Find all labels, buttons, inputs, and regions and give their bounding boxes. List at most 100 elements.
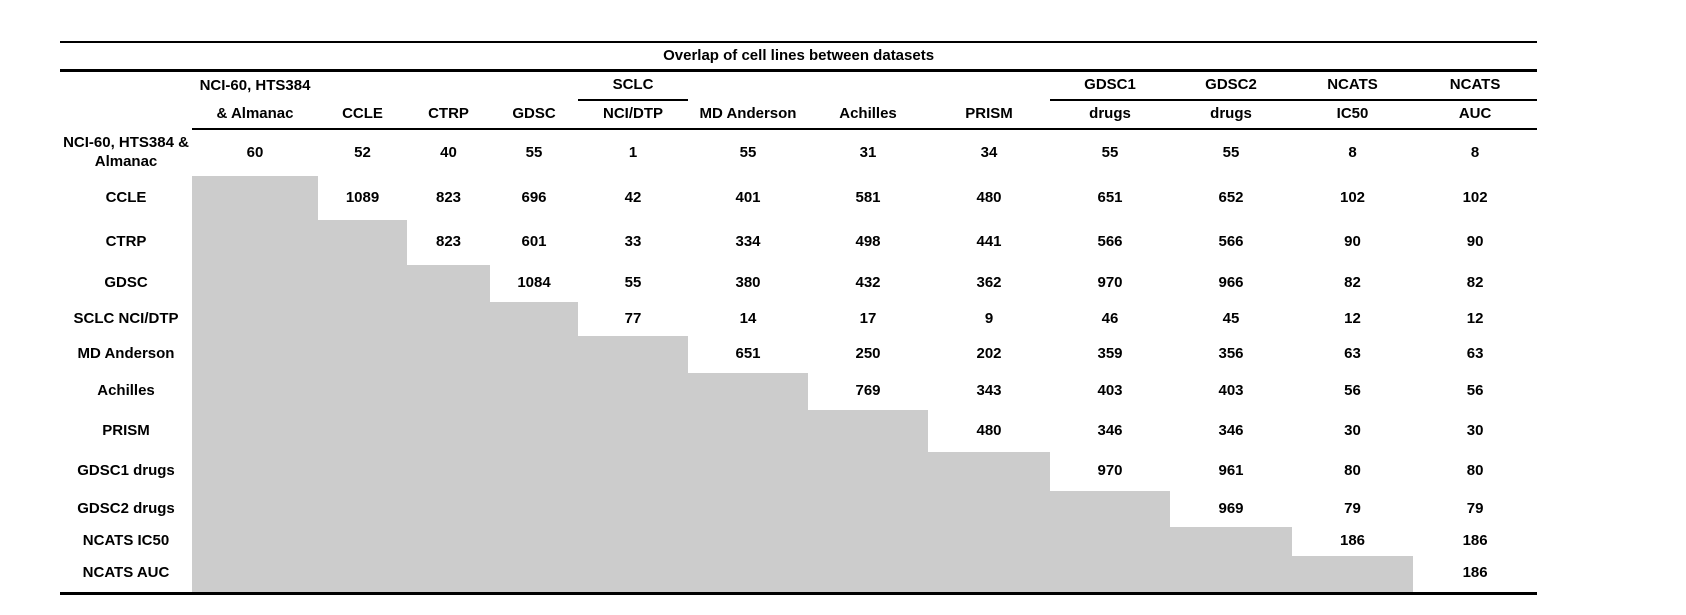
table-cell: 334 [735, 233, 761, 251]
masked-cell [928, 556, 1050, 595]
table-cell: 966 [1218, 274, 1244, 292]
table-cell: 581 [855, 188, 881, 206]
masked-cell [318, 410, 407, 452]
column-header: MD Anderson [688, 100, 808, 130]
table-cell: 346 [1097, 421, 1123, 439]
masked-cell [318, 491, 407, 527]
table-cell: 769 [855, 382, 881, 400]
table-cell: 90 [1466, 233, 1484, 251]
table-row: NCATS IC50 186 186 [60, 527, 1537, 556]
column-header: SCLC [578, 70, 688, 101]
column-header: GDSC2 [1170, 70, 1292, 101]
table-cell: 480 [976, 421, 1002, 439]
table-cell: 79 [1344, 499, 1361, 517]
column-header: IC50 [1292, 100, 1413, 130]
table-cell: 55 [624, 274, 642, 292]
column-header: CTRP [407, 100, 490, 130]
masked-cell [578, 556, 688, 595]
table-cell: 403 [1218, 382, 1244, 400]
masked-cell [688, 410, 808, 452]
table-cell: 823 [435, 188, 462, 206]
row-label: GDSC [104, 274, 148, 292]
masked-cell [1170, 556, 1292, 595]
table-cell: 60 [246, 143, 264, 161]
column-header [490, 71, 578, 101]
header-spacer [60, 71, 192, 101]
table-cell: 33 [624, 233, 642, 251]
table-cell: 77 [624, 309, 642, 327]
masked-cell [192, 452, 318, 491]
masked-cell [192, 265, 318, 302]
table-cell: 970 [1097, 462, 1123, 480]
table-cell: 8 [1348, 143, 1357, 161]
column-header-row-1: NCI-60, HTS384 SCLC GDSC1 GDSC2 NCATS NCATS [60, 70, 1538, 101]
table-cell: 186 [1339, 532, 1366, 550]
row-label: NCATS AUC [60, 556, 192, 595]
masked-cell [192, 556, 318, 595]
table-cell: 566 [1097, 233, 1123, 251]
column-header [928, 71, 1050, 101]
table-cell: 79 [1466, 499, 1484, 517]
table-cell: 186 [1462, 532, 1488, 550]
masked-cell [808, 452, 928, 491]
masked-cell [688, 491, 808, 527]
table-cell: 380 [735, 274, 761, 292]
table-cell: 651 [735, 345, 761, 363]
table-cell: 102 [1339, 188, 1366, 206]
row-label: CTRP [105, 233, 147, 251]
column-header: AUC [1413, 100, 1538, 130]
masked-cell [318, 336, 407, 373]
table-cell: 498 [855, 233, 881, 251]
masked-cell [578, 452, 688, 491]
column-header: NCI/DTP [578, 100, 688, 130]
table-cell: 30 [1466, 421, 1484, 439]
column-header: NCI-60, HTS384 [199, 76, 311, 94]
table-cell: 356 [1218, 345, 1244, 363]
column-header: PRISM [928, 100, 1050, 130]
masked-cell [808, 556, 928, 595]
masked-cell [1050, 491, 1170, 527]
table-cell: 52 [354, 143, 371, 161]
table-cell: 12 [1344, 309, 1361, 327]
column-header [407, 71, 490, 101]
table-cell: 90 [1344, 233, 1361, 251]
masked-cell [578, 491, 688, 527]
table-body: Overlap of cell lines between datasets N… [60, 41, 1538, 595]
masked-cell [1050, 527, 1170, 556]
table-cell: 31 [859, 143, 877, 161]
table-cell: 8 [1470, 143, 1480, 161]
row-label: Achilles [97, 382, 155, 400]
masked-cell [490, 527, 578, 556]
table-cell: 186 [1413, 556, 1538, 595]
masked-cell [808, 527, 928, 556]
table-row: GDSC1 drugs 970 961 80 80 [60, 452, 1537, 491]
row-label: PRISM [102, 421, 150, 439]
table-cell: 403 [1097, 382, 1123, 400]
masked-cell [192, 373, 318, 410]
table-row: CCLE 1089 823 696 42 401 581 480 651 652 102 102 [60, 176, 1537, 220]
table-row: NCATS AUC 186 [60, 556, 1538, 595]
table-cell: 40 [440, 143, 457, 161]
table-cell: 823 [435, 233, 462, 251]
table-cell: 17 [859, 309, 877, 327]
table-cell: 45 [1222, 309, 1240, 327]
masked-cell [490, 410, 578, 452]
row-label: SCLC NCI/DTP [73, 309, 179, 327]
table-row: GDSC 1084 55 380 432 362 970 966 82 82 [60, 265, 1537, 302]
table-cell: 480 [976, 188, 1002, 206]
table-cell: 82 [1466, 274, 1484, 292]
masked-cell [578, 410, 688, 452]
column-header: CCLE [318, 100, 407, 130]
masked-cell [1292, 556, 1413, 595]
masked-cell [578, 527, 688, 556]
table-row: SCLC NCI/DTP 77 14 17 9 46 45 12 12 [60, 302, 1537, 336]
masked-cell [192, 302, 318, 336]
table-cell: 55 [739, 143, 757, 161]
masked-cell [490, 452, 578, 491]
masked-cell [578, 373, 688, 410]
column-header: Achilles [808, 100, 928, 130]
table-cell: 42 [624, 188, 642, 206]
column-header-row-2: & Almanac CCLE CTRP GDSC NCI/DTP MD Anderson A… [60, 100, 1538, 130]
table-cell: 652 [1218, 188, 1244, 206]
table-title-row: Overlap of cell lines between datasets [60, 41, 1538, 72]
